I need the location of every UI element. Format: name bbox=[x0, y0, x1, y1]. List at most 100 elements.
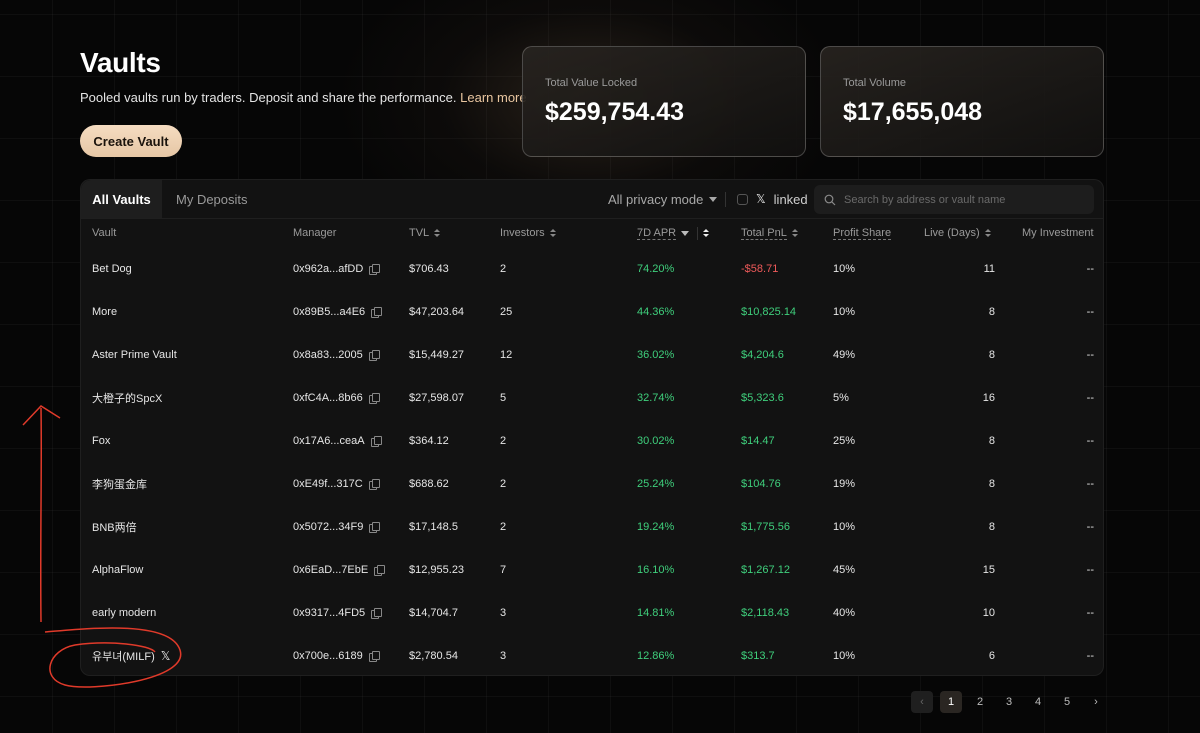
prev-page-button[interactable]: ‹ bbox=[911, 691, 933, 713]
search-input[interactable] bbox=[844, 193, 1084, 206]
investors-count-text: 25 bbox=[500, 305, 513, 318]
table-row[interactable]: Fox 0x17A6...ceaA $364.12 2 30.02% $14.47 25% 8… bbox=[81, 419, 1103, 462]
table-row[interactable]: 李狗蛋金库 0xE49f...317C $688.62 2 25.24% $104.76 1… bbox=[81, 462, 1103, 505]
copy-icon[interactable] bbox=[370, 436, 382, 447]
manager-address-text: 0x9317...4FD5 bbox=[293, 606, 366, 619]
table-row[interactable]: More 0x89B5...a4E6 $47,203.64 25 44.36% $10,8… bbox=[81, 290, 1103, 333]
vault-name: 李狗蛋金库 bbox=[92, 462, 147, 505]
apr-value-text: 19.24% bbox=[637, 520, 675, 533]
tab-all-vaults[interactable]: All Vaults bbox=[81, 180, 162, 218]
x-linked-filter[interactable]: 𝕏 linked bbox=[737, 180, 808, 218]
profit-share-value-text: 45% bbox=[833, 563, 856, 576]
vault-name: Fox bbox=[92, 419, 110, 462]
my-investment-value-text: -- bbox=[1086, 563, 1094, 576]
investors-count: 3 bbox=[500, 591, 506, 634]
copy-icon[interactable] bbox=[368, 350, 380, 361]
x-linked-checkbox[interactable] bbox=[737, 193, 748, 205]
vault-name-text: 大橙子的SpcX bbox=[92, 392, 163, 405]
vault-name: early modern bbox=[92, 591, 156, 634]
chevron-down-icon[interactable] bbox=[681, 230, 690, 236]
my-investment-value-text: -- bbox=[1086, 649, 1094, 662]
profit-share-value-text: 10% bbox=[833, 649, 856, 662]
search-box[interactable] bbox=[814, 185, 1094, 214]
copy-icon[interactable] bbox=[368, 651, 380, 662]
page-1-button[interactable]: 1 bbox=[940, 691, 962, 713]
manager-address: 0x8a83...2005 bbox=[293, 333, 380, 376]
table-row[interactable]: 大橙子的SpcX 0xfC4A...8b66 $27,598.07 5 32.74% $5… bbox=[81, 376, 1103, 419]
manager-address: 0x17A6...ceaA bbox=[293, 419, 382, 462]
table-row[interactable]: early modern 0x9317...4FD5 $14,704.7 3 14.81… bbox=[81, 591, 1103, 634]
my-investment-value: -- bbox=[1087, 462, 1094, 505]
col-investors[interactable]: Investors bbox=[500, 219, 556, 247]
investors-count: 2 bbox=[500, 419, 506, 462]
page-2-button[interactable]: 2 bbox=[976, 696, 984, 708]
apr-value: 12.86% bbox=[637, 634, 674, 675]
sort-icon[interactable] bbox=[791, 229, 798, 237]
vault-name: 大橙子的SpcX bbox=[92, 376, 162, 419]
pnl-value: $1,267.12 bbox=[741, 548, 790, 591]
col-live-days[interactable]: Live (Days) bbox=[924, 219, 991, 247]
profit-share-value: 25% bbox=[833, 419, 855, 462]
my-investment-value-text: -- bbox=[1086, 477, 1094, 490]
col-apr[interactable]: 7D APR bbox=[637, 219, 710, 247]
col-total-pnl[interactable]: Total PnL bbox=[741, 219, 798, 247]
table-row[interactable]: 유부녀(MILF) 𝕏 0x700e...6189 $2,780.54 3 12.86% $… bbox=[81, 634, 1103, 675]
pnl-value-text: $1,775.56 bbox=[741, 520, 790, 533]
apr-value: 44.36% bbox=[637, 290, 674, 333]
col-vault: Vault bbox=[92, 227, 117, 239]
my-investment-value-text: -- bbox=[1086, 434, 1094, 447]
create-vault-button[interactable]: Create Vault bbox=[80, 125, 182, 157]
manager-address-text: 0x6EaD...7EbE bbox=[293, 563, 369, 576]
vault-name-text: early modern bbox=[92, 606, 157, 619]
my-investment-value: -- bbox=[1087, 290, 1094, 333]
investors-count-text: 12 bbox=[500, 348, 513, 361]
profit-share-value-text: 19% bbox=[833, 477, 856, 490]
copy-icon[interactable] bbox=[374, 565, 386, 576]
col-tvl[interactable]: TVL bbox=[409, 219, 441, 247]
apr-value: 30.02% bbox=[637, 419, 674, 462]
page-5-button[interactable]: 5 bbox=[1063, 696, 1071, 708]
pnl-value: $1,775.56 bbox=[741, 505, 790, 548]
apr-value-text: 44.36% bbox=[637, 305, 675, 318]
apr-value-text: 36.02% bbox=[637, 348, 675, 361]
copy-icon[interactable] bbox=[368, 393, 380, 404]
page-3-button[interactable]: 3 bbox=[1005, 696, 1013, 708]
vault-name-text: BNB两倍 bbox=[92, 521, 137, 534]
pnl-value: $4,204.6 bbox=[741, 333, 784, 376]
apr-value: 19.24% bbox=[637, 505, 674, 548]
pnl-value-text: $313.7 bbox=[741, 649, 775, 662]
live-days-value: 10 bbox=[983, 591, 995, 634]
pnl-value-text: -$58.71 bbox=[741, 262, 779, 275]
table-row[interactable]: Bet Dog 0x962a...afDD $706.43 2 74.20% -$58.7… bbox=[81, 247, 1103, 290]
privacy-mode-dropdown[interactable]: All privacy mode bbox=[608, 180, 718, 218]
pnl-value: $2,118.43 bbox=[741, 591, 789, 634]
page-4-button[interactable]: 4 bbox=[1034, 696, 1042, 708]
my-investment-value: -- bbox=[1087, 591, 1094, 634]
copy-icon[interactable] bbox=[371, 307, 383, 318]
next-page-button[interactable]: › bbox=[1094, 696, 1098, 708]
sort-icon[interactable] bbox=[549, 229, 556, 237]
table-row[interactable]: BNB两倍 0x5072...34F9 $17,148.5 2 19.24% $1,775… bbox=[81, 505, 1103, 548]
tvl-value-text: $2,780.54 bbox=[409, 649, 458, 662]
sort-icon[interactable] bbox=[703, 229, 710, 237]
copy-icon[interactable] bbox=[368, 479, 380, 490]
copy-icon[interactable] bbox=[369, 264, 381, 275]
investors-count-text: 3 bbox=[500, 606, 507, 619]
x-logo-icon[interactable]: 𝕏 bbox=[160, 648, 171, 663]
manager-address: 0x962a...afDD bbox=[293, 247, 381, 290]
pagination: ‹ 1 2 3 4 5 › bbox=[911, 691, 1107, 713]
live-days-value-text: 8 bbox=[988, 520, 995, 533]
table-row[interactable]: Aster Prime Vault 0x8a83...2005 $15,449.27… bbox=[81, 333, 1103, 376]
learn-more-link[interactable]: Learn more bbox=[460, 90, 527, 105]
tvl-value-text: $14,704.7 bbox=[409, 606, 458, 619]
tab-my-deposits[interactable]: My Deposits bbox=[176, 191, 248, 207]
copy-icon[interactable] bbox=[369, 522, 381, 533]
vault-name-text: Aster Prime Vault bbox=[92, 348, 177, 361]
tvl-value-text: $706.43 bbox=[409, 262, 449, 275]
table-row[interactable]: AlphaFlow 0x6EaD...7EbE $12,955.23 7 16.10% $… bbox=[81, 548, 1103, 591]
sort-icon[interactable] bbox=[984, 229, 991, 237]
copy-icon[interactable] bbox=[371, 608, 383, 619]
sort-icon[interactable] bbox=[434, 229, 441, 237]
manager-address-text: 0x8a83...2005 bbox=[293, 348, 363, 361]
pnl-value-text: $1,267.12 bbox=[741, 563, 790, 576]
